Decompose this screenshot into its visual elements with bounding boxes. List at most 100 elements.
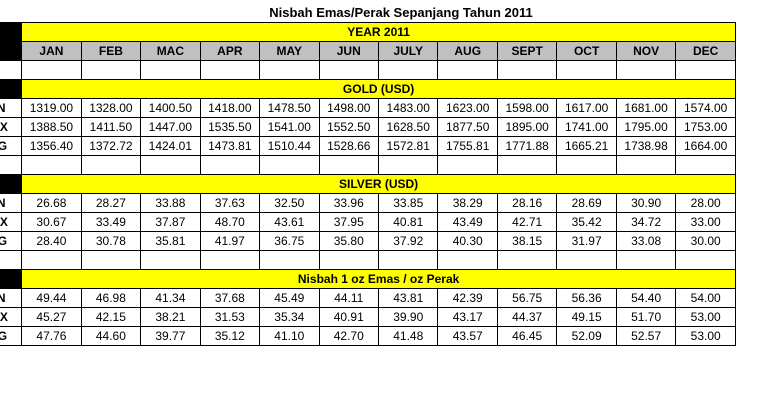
empty-cell[interactable] — [259, 60, 320, 80]
empty-cell[interactable] — [377, 60, 439, 80]
empty-cell[interactable] — [140, 60, 201, 80]
data-cell[interactable]: 1755.81 — [437, 136, 498, 156]
empty-cell[interactable] — [21, 155, 82, 175]
empty-cell[interactable] — [496, 60, 558, 80]
data-cell[interactable]: 38.15 — [496, 231, 558, 251]
data-cell[interactable]: 28.00 — [675, 193, 736, 213]
data-cell[interactable]: 42.71 — [496, 212, 558, 232]
empty-cell[interactable] — [199, 250, 261, 270]
data-cell[interactable]: 28.16 — [496, 193, 558, 213]
data-cell[interactable]: 46.45 — [496, 326, 558, 346]
empty-cell[interactable] — [21, 60, 82, 80]
data-cell[interactable]: 30.90 — [615, 193, 677, 213]
data-cell[interactable]: 37.87 — [140, 212, 201, 232]
empty-cell[interactable] — [556, 155, 617, 175]
month-header-feb[interactable]: FEB — [80, 41, 142, 61]
data-cell[interactable]: 41.97 — [199, 231, 261, 251]
data-cell[interactable]: 1478.50 — [259, 98, 320, 118]
data-cell[interactable]: 43.17 — [437, 307, 498, 327]
empty-cell[interactable] — [615, 155, 677, 175]
data-cell[interactable]: 35.80 — [318, 231, 380, 251]
data-cell[interactable]: 1665.21 — [556, 136, 617, 156]
month-header-jun[interactable]: JUN — [318, 41, 380, 61]
empty-cell[interactable] — [0, 250, 23, 270]
empty-cell[interactable] — [140, 250, 201, 270]
data-cell[interactable]: 51.70 — [615, 307, 677, 327]
empty-cell[interactable] — [556, 250, 617, 270]
data-cell[interactable]: 35.34 — [259, 307, 320, 327]
data-cell[interactable]: 1877.50 — [437, 117, 498, 137]
month-header-dec[interactable]: DEC — [675, 41, 736, 61]
month-header-july[interactable]: JULY — [377, 41, 439, 61]
data-cell[interactable]: 1572.81 — [377, 136, 439, 156]
data-cell[interactable]: 36.75 — [259, 231, 320, 251]
row-label[interactable]: AVG — [0, 326, 23, 346]
data-cell[interactable]: 53.00 — [675, 307, 736, 327]
data-cell[interactable]: 1483.00 — [377, 98, 439, 118]
empty-cell[interactable] — [199, 155, 261, 175]
data-cell[interactable]: 40.81 — [377, 212, 439, 232]
data-cell[interactable]: 28.40 — [21, 231, 82, 251]
data-cell[interactable]: 43.61 — [259, 212, 320, 232]
data-cell[interactable]: 43.57 — [437, 326, 498, 346]
empty-cell[interactable] — [318, 60, 380, 80]
data-cell[interactable]: 38.29 — [437, 193, 498, 213]
empty-cell[interactable] — [496, 250, 558, 270]
row-label[interactable]: MIN — [0, 98, 23, 118]
data-cell[interactable]: 1598.00 — [496, 98, 558, 118]
data-cell[interactable]: 30.67 — [21, 212, 82, 232]
data-cell[interactable]: 40.91 — [318, 307, 380, 327]
empty-cell[interactable] — [199, 60, 261, 80]
empty-cell[interactable] — [80, 250, 142, 270]
data-cell[interactable]: 42.15 — [80, 307, 142, 327]
data-cell[interactable]: 28.27 — [80, 193, 142, 213]
data-cell[interactable]: 37.92 — [377, 231, 439, 251]
empty-cell[interactable] — [675, 250, 736, 270]
data-cell[interactable]: 28.69 — [556, 193, 617, 213]
data-cell[interactable]: 30.78 — [80, 231, 142, 251]
data-cell[interactable]: 44.37 — [496, 307, 558, 327]
data-cell[interactable]: 1528.66 — [318, 136, 380, 156]
data-cell[interactable]: 1424.01 — [140, 136, 201, 156]
data-cell[interactable]: 56.36 — [556, 288, 617, 308]
month-header-oct[interactable]: OCT — [556, 41, 617, 61]
empty-cell[interactable] — [0, 155, 23, 175]
data-cell[interactable]: 49.15 — [556, 307, 617, 327]
data-cell[interactable]: 1473.81 — [199, 136, 261, 156]
data-cell[interactable]: 1753.00 — [675, 117, 736, 137]
data-cell[interactable]: 31.97 — [556, 231, 617, 251]
row-label[interactable]: MAX — [0, 117, 23, 137]
data-cell[interactable]: 46.98 — [80, 288, 142, 308]
data-cell[interactable]: 1895.00 — [496, 117, 558, 137]
data-cell[interactable]: 40.30 — [437, 231, 498, 251]
data-cell[interactable]: 45.27 — [21, 307, 82, 327]
data-cell[interactable]: 34.72 — [615, 212, 677, 232]
data-cell[interactable]: 1535.50 — [199, 117, 261, 137]
month-header-mac[interactable]: MAC — [140, 41, 201, 61]
empty-cell[interactable] — [615, 250, 677, 270]
data-cell[interactable]: 48.70 — [199, 212, 261, 232]
data-cell[interactable]: 42.70 — [318, 326, 380, 346]
row-label[interactable]: MAX — [0, 307, 23, 327]
row-label[interactable]: AVG — [0, 231, 23, 251]
data-cell[interactable]: 38.21 — [140, 307, 201, 327]
row-label[interactable]: MAX — [0, 212, 23, 232]
empty-cell[interactable] — [437, 155, 498, 175]
data-cell[interactable]: 1411.50 — [80, 117, 142, 137]
data-cell[interactable]: 56.75 — [496, 288, 558, 308]
empty-cell[interactable] — [615, 60, 677, 80]
data-cell[interactable]: 1388.50 — [21, 117, 82, 137]
data-cell[interactable]: 44.11 — [318, 288, 380, 308]
data-cell[interactable]: 1681.00 — [615, 98, 677, 118]
data-cell[interactable]: 33.08 — [615, 231, 677, 251]
data-cell[interactable]: 52.09 — [556, 326, 617, 346]
data-cell[interactable]: 33.49 — [80, 212, 142, 232]
data-cell[interactable]: 43.81 — [377, 288, 439, 308]
data-cell[interactable]: 45.49 — [259, 288, 320, 308]
data-cell[interactable]: 1795.00 — [615, 117, 677, 137]
data-cell[interactable]: 52.57 — [615, 326, 677, 346]
month-header-sept[interactable]: SEPT — [496, 41, 558, 61]
data-cell[interactable]: 31.53 — [199, 307, 261, 327]
month-header-jan[interactable]: JAN — [21, 41, 82, 61]
data-cell[interactable]: 35.81 — [140, 231, 201, 251]
